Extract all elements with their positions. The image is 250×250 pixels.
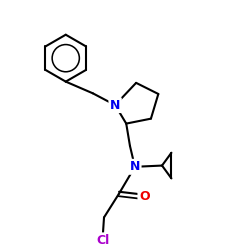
- Text: N: N: [110, 98, 120, 112]
- Text: Cl: Cl: [96, 234, 110, 247]
- Text: N: N: [130, 160, 140, 173]
- Text: O: O: [139, 190, 149, 203]
